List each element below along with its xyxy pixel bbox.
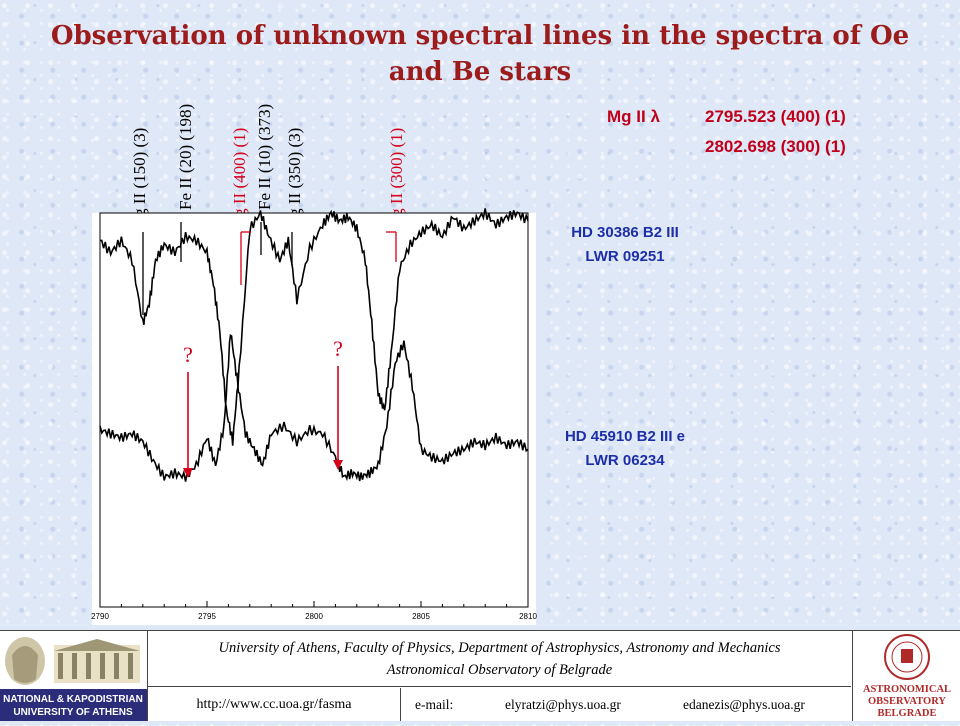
- x-tick-label: 2810: [519, 612, 537, 621]
- footer: NATIONAL & KAPODISTRIAN UNIVERSITY OF AT…: [0, 630, 960, 721]
- email-row: e-mail: elyratzi@phys.uoa.gr edanezis@ph…: [401, 688, 851, 721]
- x-tick-label: 2795: [198, 612, 216, 621]
- email-link-1[interactable]: elyratzi@phys.uoa.gr: [505, 697, 621, 712]
- svg-text:ASTRONOMICAL: ASTRONOMICAL: [863, 684, 951, 695]
- unknown-line-marker: ?: [183, 342, 193, 367]
- arrow-head: [183, 468, 193, 478]
- belgrade-observatory-logo: ASTRONOMICAL OBSERVATORY BELGRADE: [852, 631, 960, 721]
- observatory-seal-icon: ASTRONOMICAL OBSERVATORY BELGRADE: [863, 634, 951, 719]
- plot-background: [92, 213, 536, 625]
- star-image: LWR 09251: [585, 248, 665, 265]
- star-name: HD 45910 B2 III e: [564, 428, 686, 445]
- affiliation-line-2: Astronomical Observatory of Belgrade: [386, 662, 613, 678]
- x-tick-label: 2790: [91, 612, 109, 621]
- page-title: Observation of unknown spectral lines in…: [50, 21, 910, 87]
- svg-text:UNIVERSITY OF ATHENS: UNIVERSITY OF ATHENS: [13, 707, 133, 718]
- athens-logo-icon: NATIONAL & KAPODISTRIAN UNIVERSITY OF AT…: [0, 637, 147, 721]
- svg-text:NATIONAL & KAPODISTRIAN: NATIONAL & KAPODISTRIAN: [3, 694, 143, 705]
- mg-line-2: 2802.698 (300) (1): [705, 137, 846, 156]
- star-image: LWR 06234: [585, 452, 665, 469]
- email-label: e-mail:: [415, 697, 454, 712]
- mg-lambda-label: Mg II λ: [607, 107, 660, 126]
- arrow-head: [333, 460, 343, 470]
- unknown-line-marker: ?: [333, 336, 343, 361]
- svg-text:BELGRADE: BELGRADE: [878, 708, 937, 719]
- athens-university-logo: NATIONAL & KAPODISTRIAN UNIVERSITY OF AT…: [0, 631, 148, 721]
- star-name: HD 30386 B2 III: [571, 224, 679, 241]
- affiliation: University of Athens, Faculty of Physics…: [148, 631, 851, 687]
- mg-line-1: 2795.523 (400) (1): [705, 107, 846, 126]
- affiliation-line-1: University of Athens, Faculty of Physics…: [218, 640, 781, 656]
- mg-line-row-2: 2802.698 (300) (1): [607, 137, 846, 157]
- star-label-1: HD 30386 B2 III LWR 09251: [545, 221, 705, 269]
- email-link-2[interactable]: edanezis@phys.uoa.gr: [683, 697, 805, 712]
- x-tick-label: 2800: [305, 612, 323, 621]
- mg-line-row-1: Mg II λ 2795.523 (400) (1): [607, 107, 846, 127]
- website-link[interactable]: http://www.cc.uoa.gr/fasma: [148, 688, 401, 721]
- svg-text:OBSERVATORY: OBSERVATORY: [868, 696, 946, 707]
- spectrum-line: [99, 334, 529, 482]
- spectrum-chart: 2790 2795 2800 2805 2810 ??: [91, 208, 537, 625]
- spectrum-line: [99, 208, 529, 446]
- x-tick-label: 2805: [412, 612, 430, 621]
- star-label-2: HD 45910 B2 III e LWR 06234: [545, 425, 705, 473]
